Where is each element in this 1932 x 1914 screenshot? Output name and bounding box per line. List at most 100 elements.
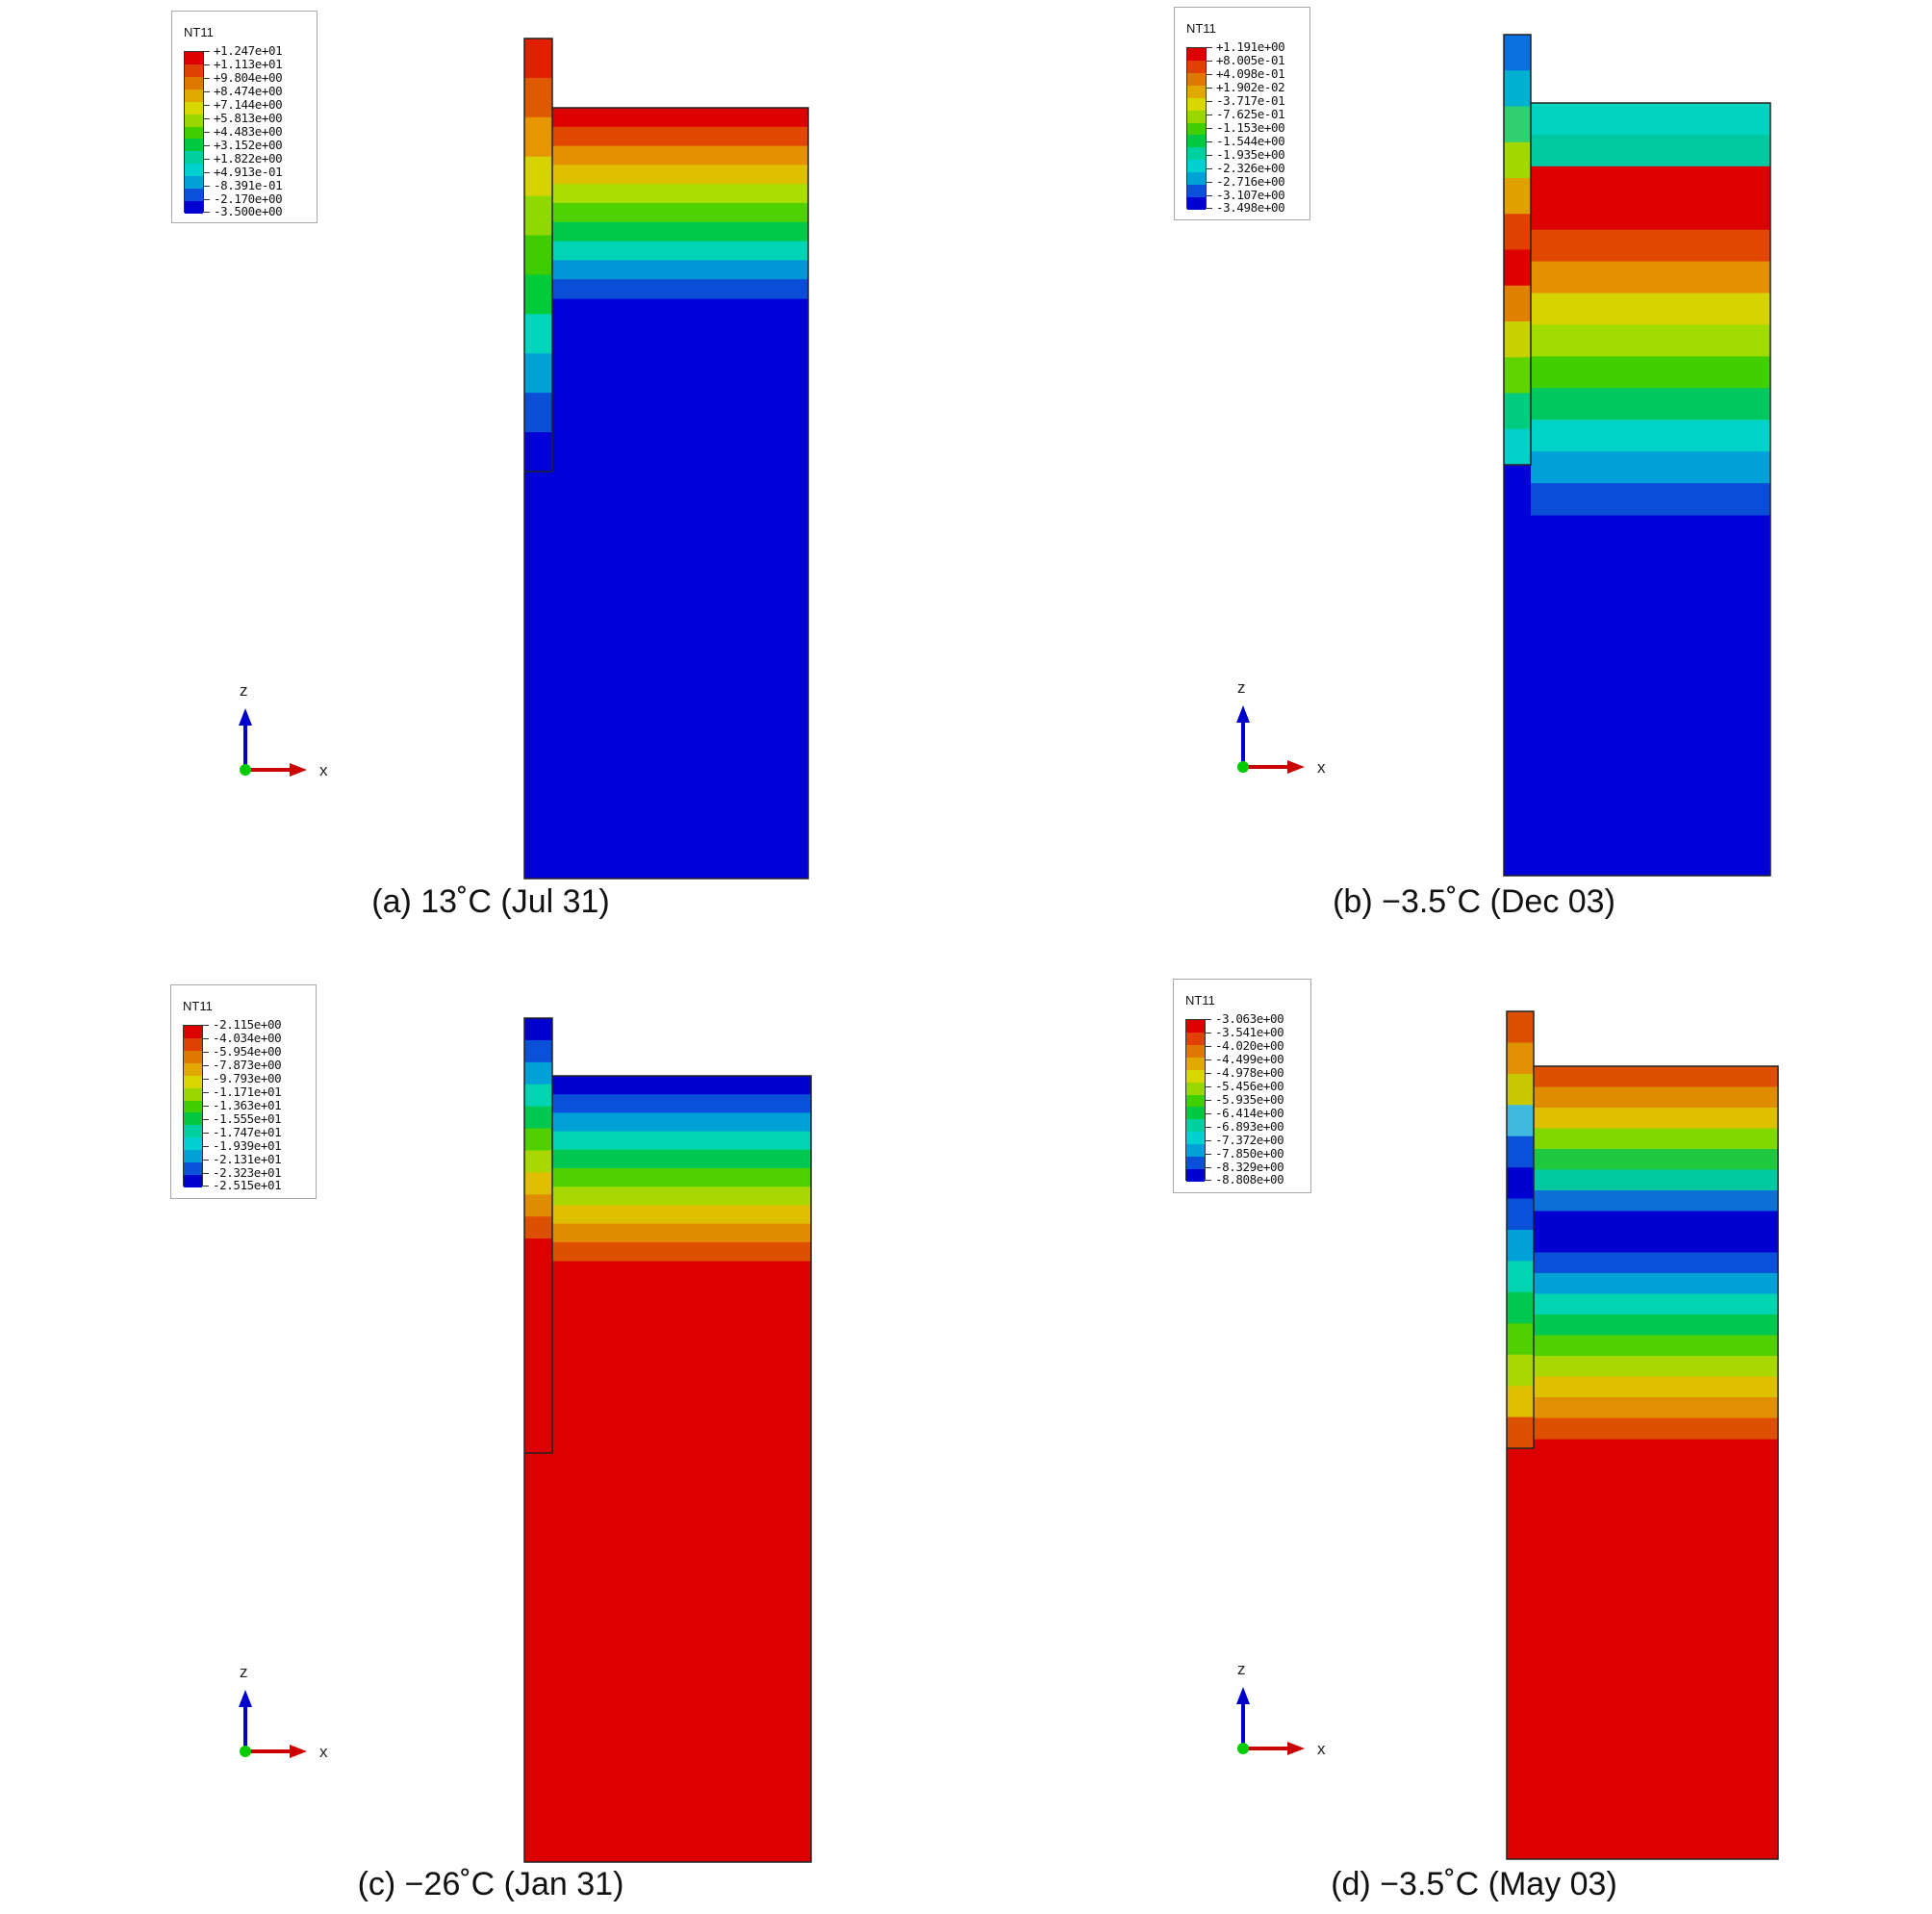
legend-swatch <box>1187 60 1206 74</box>
legend-tick <box>1206 1180 1211 1181</box>
pile-contour-band <box>524 1261 552 1453</box>
pile-contour-band <box>524 195 552 237</box>
legend-swatch <box>184 1125 202 1138</box>
ground-contour-band <box>1531 103 1770 136</box>
ground-contour-band <box>1531 229 1770 263</box>
legend-tick <box>203 1186 209 1187</box>
legend-label: +1.247e+01 <box>214 43 283 58</box>
legend-swatch <box>1186 1020 1205 1034</box>
legend-box-d: NT11 -3.063e+00 -3.541e+00 -4.020e+00 -4.499… <box>1173 979 1311 1193</box>
ground-contour-band <box>1531 356 1770 389</box>
legend-tick <box>204 172 210 173</box>
ground-contour-band <box>1534 1066 1778 1088</box>
ground-contour-band <box>1534 1314 1778 1337</box>
legend-swatch <box>1187 197 1206 211</box>
legend-tick <box>204 105 210 106</box>
pile-contour-band <box>524 1106 552 1130</box>
pile-contour-band <box>1504 35 1531 71</box>
legend-label: -5.935e+00 <box>1215 1092 1284 1107</box>
x-axis-arrow-icon <box>290 1745 307 1758</box>
legend-tick <box>204 186 210 187</box>
legend-label: +4.483e+00 <box>214 124 283 139</box>
legend-label: -4.034e+00 <box>213 1031 282 1045</box>
pile-contour-band <box>1504 214 1531 251</box>
legend-swatch <box>1187 185 1206 198</box>
legend-label: -1.363e+01 <box>213 1098 282 1112</box>
legend-label: -8.329e+00 <box>1215 1160 1284 1174</box>
legend-swatch <box>184 1150 202 1163</box>
legend-swatch <box>1186 1157 1205 1170</box>
legend-swatch <box>1186 1082 1205 1096</box>
ground-contour-band <box>552 1241 811 1262</box>
legend-swatch <box>1186 1132 1205 1145</box>
x-axis-arrow-icon <box>290 763 307 777</box>
legend-label: -2.326e+00 <box>1216 161 1285 175</box>
legend-tick <box>203 1160 209 1161</box>
pile-contour-band <box>524 353 552 394</box>
pile-outline <box>524 108 553 472</box>
legend-box-b: NT11 +1.191e+00 +8.005e-01 +4.098e-01 +1.902… <box>1174 7 1310 220</box>
pile-contour-band <box>1504 428 1531 466</box>
pile-contour-band <box>524 1128 552 1152</box>
legend-label: +1.822e+00 <box>214 151 283 166</box>
legend-swatch <box>1187 72 1206 87</box>
ground-contour-band <box>552 145 808 166</box>
pile-outline <box>1504 103 1532 466</box>
legend-tick <box>1207 47 1212 48</box>
legend-tick <box>203 1106 209 1107</box>
pile-contour-band <box>524 1194 552 1217</box>
ground-contour-band <box>1534 1190 1778 1212</box>
legend-label: +5.813e+00 <box>214 111 283 125</box>
legend-tick <box>203 1119 209 1120</box>
legend-tick <box>203 1173 209 1174</box>
legend-swatch <box>1186 1094 1205 1108</box>
ground-contour-band <box>552 1094 811 1113</box>
legend-label: -4.978e+00 <box>1215 1065 1284 1080</box>
legend-swatch <box>185 201 203 215</box>
legend-tick <box>204 145 210 146</box>
legend-swatch <box>184 1175 202 1188</box>
legend-swatch <box>1186 1119 1205 1133</box>
legend-tick <box>1207 74 1212 75</box>
legend-box-a: NT11 +1.247e+01 +1.113e+01 +9.804e+00 +8.474… <box>171 11 318 223</box>
legend-label: -2.170e+00 <box>214 191 283 206</box>
model-outline <box>523 1017 812 1863</box>
pile-contour-band <box>524 38 552 79</box>
legend-label: -6.893e+00 <box>1215 1119 1284 1134</box>
legend-swatch <box>1186 1032 1205 1046</box>
legend-label: -4.020e+00 <box>1215 1038 1284 1053</box>
legend-label: -1.171e+01 <box>213 1085 282 1099</box>
legend-label: +3.152e+00 <box>214 138 283 152</box>
legend-label: -7.873e+00 <box>213 1058 282 1072</box>
legend-label: +9.804e+00 <box>214 70 283 85</box>
pile-contour-band <box>524 1039 552 1063</box>
legend-box-c: NT11 -2.115e+00 -4.034e+00 -5.954e+00 -7.873… <box>170 984 317 1199</box>
legend-color-bar <box>1186 47 1207 211</box>
axis-origin-icon <box>1237 1743 1249 1754</box>
legend-tick <box>203 1065 209 1066</box>
legend-label: -9.793e+00 <box>213 1071 282 1085</box>
legend-swatch <box>185 76 203 90</box>
legend-color-bar <box>1185 1019 1206 1183</box>
legend-tick <box>203 1025 209 1026</box>
legend-label: -1.935e+00 <box>1216 147 1285 162</box>
legend-swatch <box>184 1075 202 1089</box>
pile-contour-band <box>1507 1230 1534 1263</box>
legend-swatch <box>1187 160 1206 173</box>
legend-tick <box>1207 168 1212 169</box>
legend-title: NT11 <box>1186 21 1216 36</box>
z-axis-arrow-icon <box>1236 705 1250 723</box>
legend-label: -3.717e-01 <box>1216 93 1285 108</box>
pile-contour-band <box>524 1018 552 1041</box>
ground-contour-band <box>1531 451 1770 484</box>
legend-label: +4.098e-01 <box>1216 66 1285 81</box>
legend-tick <box>1206 1019 1211 1020</box>
legend-tick <box>1207 141 1212 142</box>
pile-contour-band <box>524 1238 552 1262</box>
x-axis-label: x <box>1317 758 1326 777</box>
ground-contour-band <box>552 241 808 261</box>
ground-contour-band <box>1534 1128 1778 1150</box>
pile-contour-band <box>1504 357 1531 395</box>
legend-swatch <box>1186 1069 1205 1084</box>
legend-swatch <box>1186 1107 1205 1120</box>
